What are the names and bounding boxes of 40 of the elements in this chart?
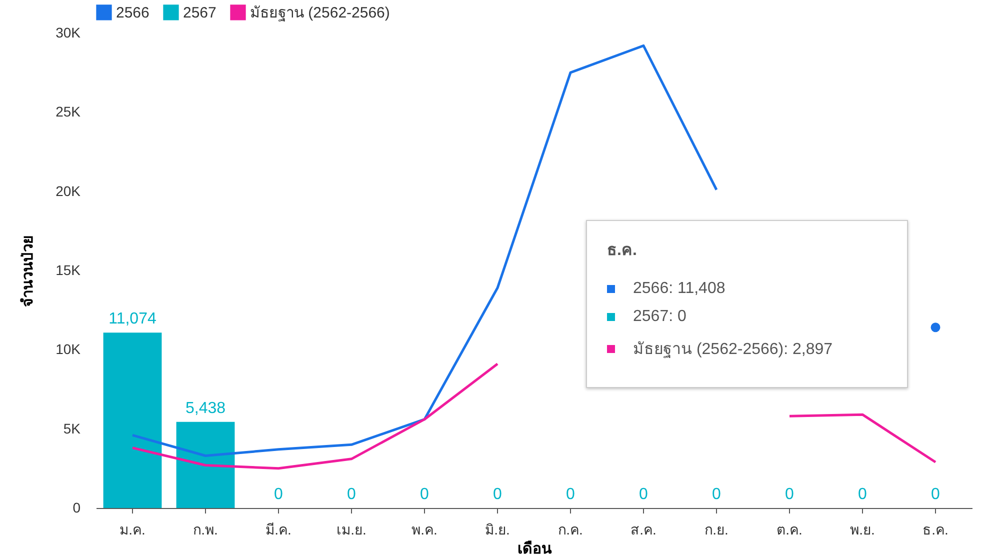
x-tick-label: ก.ย. [704,522,728,538]
x-tick-label: ม.ค. [120,522,146,538]
data-label: 0 [931,486,940,503]
y-tick-label: 5K [63,420,82,436]
x-tick-label: พ.ย. [850,522,875,538]
y-tick-label: 0 [72,500,81,516]
annotation: 2567: 0 [633,308,686,326]
y-tick-label: 10K [56,341,82,358]
data-label: 0 [274,486,284,503]
x-tick-label: มี.ค. [266,522,292,538]
data-label: 5,438 [185,400,226,417]
data-label: 0 [785,486,794,503]
data-label: 0 [712,486,722,503]
legend-label: 2567 [183,4,216,22]
annotation: ธ.ค. [607,241,638,261]
data-label: 0 [858,486,868,503]
y-tick-label: 30K [56,24,82,40]
data-label: 11,074 [108,310,156,328]
x-axis-title: เดือน [518,540,552,558]
x-tick-label: พ.ค. [412,522,438,538]
x-tick-label: เม.ย. [336,522,366,538]
data-label: 0 [639,486,648,503]
x-tick-label: ส.ค. [630,522,656,538]
data-label: 0 [347,486,356,503]
x-tick-label: ต.ค. [776,522,802,538]
data-label: 0 [493,486,502,503]
annotation: มัธยฐาน (2562-2566): 2,897 [633,340,833,360]
legend-label: 2566 [116,4,150,22]
x-tick-label: ก.ค. [558,522,583,538]
legend-label: มัธยฐาน (2562-2566) [250,4,390,22]
data-label: 0 [420,486,430,503]
x-tick-label: มิ.ย. [485,522,510,538]
x-tick-label: ก.พ. [193,522,218,538]
y-tick-label: 15K [56,262,82,278]
annotation: 2566: 11,408 [633,280,726,298]
y-tick-label: 20K [56,182,82,199]
x-tick-label: ธ.ค. [922,522,948,538]
y-axis-title: จำนวนป่วย [20,235,37,307]
y-tick-label: 25K [56,104,82,120]
data-label: 0 [566,486,576,503]
